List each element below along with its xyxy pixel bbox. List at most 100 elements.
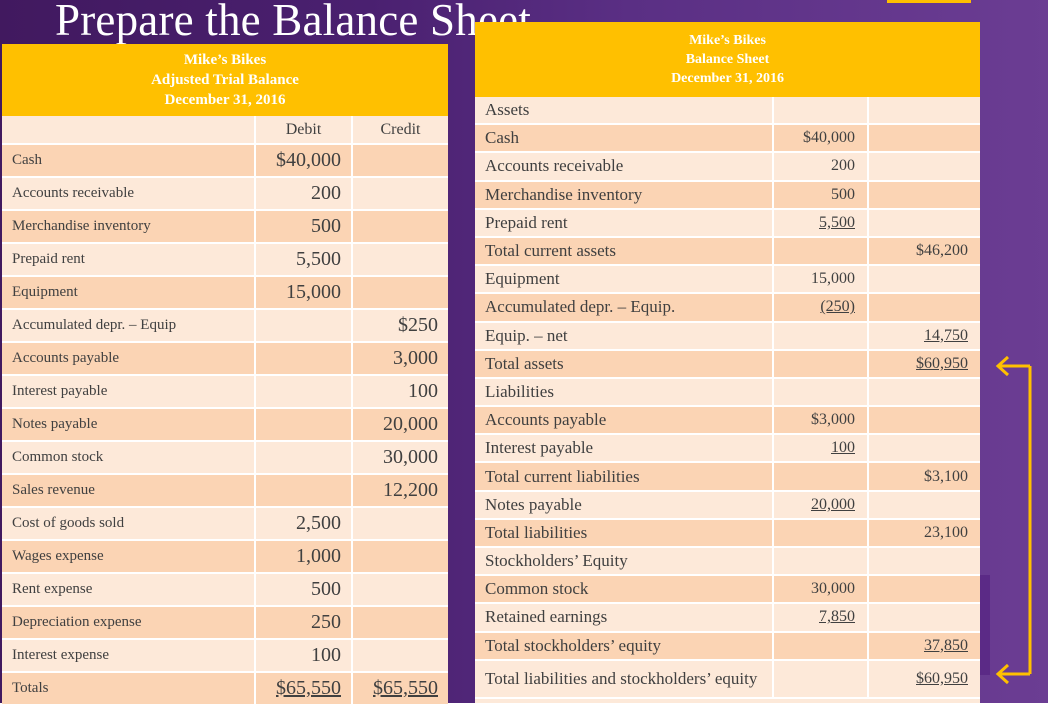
balance-sheet-row: Equipment 15,000	[475, 266, 980, 295]
detail-amount: 200	[772, 153, 867, 182]
balance-sheet-row: Total liabilities 23,100	[475, 519, 980, 548]
credit-total: $65,550	[351, 673, 448, 706]
credit-amount: 12,200	[351, 475, 448, 508]
account-name: Prepaid rent	[2, 244, 254, 277]
corner-accent-bar	[887, 0, 971, 3]
credit-amount	[351, 277, 448, 310]
balance-sheet-row: Common stock 30,000	[475, 576, 980, 605]
balance-sheet-row: Cash $40,000	[475, 125, 980, 154]
line-item-label: Notes payable	[475, 491, 772, 520]
detail-amount: 500	[772, 181, 867, 210]
total-amount	[867, 576, 980, 605]
total-amount	[867, 407, 980, 436]
detail-amount: 5,500	[772, 209, 867, 238]
balance-sheet-row: Assets	[475, 97, 980, 126]
total-amount	[867, 378, 980, 408]
detail-amount	[772, 548, 867, 577]
line-item-label: Interest payable	[475, 435, 772, 464]
debit-total: $65,550	[254, 673, 351, 706]
credit-amount: 3,000	[351, 343, 448, 376]
detail-amount	[772, 97, 867, 126]
total-amount	[867, 491, 980, 520]
debit-amount: 1,000	[254, 541, 351, 574]
credit-amount	[351, 508, 448, 541]
amount-value: 23,100	[924, 523, 968, 541]
account-name: Merchandise inventory	[2, 211, 254, 244]
credit-amount	[351, 178, 448, 211]
debit-total-value: $65,550	[276, 677, 341, 699]
trial-balance-row: Accumulated depr. – Equip $250	[2, 310, 448, 343]
balance-sheet-header: Mike’s Bikes Balance Sheet December 31, …	[475, 22, 980, 97]
total-amount: 14,750	[867, 322, 980, 351]
amount-value: 5,500	[819, 213, 855, 231]
slide-title: Prepare the Balance Sheet	[55, 0, 532, 45]
balance-sheet-date: December 31, 2016	[671, 71, 784, 86]
detail-amount: 7,850	[772, 604, 867, 633]
line-item-label: Common stock	[475, 576, 772, 605]
totals-label-value: Totals	[12, 680, 49, 696]
credit-amount	[351, 574, 448, 607]
total-amount: $60,950	[867, 660, 980, 699]
detail-amount	[772, 519, 867, 548]
credit-amount	[351, 211, 448, 244]
balance-sheet-row: Retained earnings 7,850	[475, 604, 980, 633]
detail-amount: 15,000	[772, 266, 867, 295]
credit-amount: 20,000	[351, 409, 448, 442]
trial-balance-date: December 31, 2016	[164, 92, 286, 108]
total-amount: $3,100	[867, 463, 980, 492]
balance-sheet-row: Merchandise inventory 500	[475, 181, 980, 210]
line-item-label: Total current assets	[475, 237, 772, 267]
debit-amount	[254, 442, 351, 475]
trial-balance-row: Rent expense 500	[2, 574, 448, 607]
trial-balance-row: Wages expense 1,000	[2, 541, 448, 574]
account-name: Wages expense	[2, 541, 254, 574]
column-header-debit: Debit	[254, 116, 351, 145]
trial-balance-row: Cost of goods sold 2,500	[2, 508, 448, 541]
trial-balance-table: Mike’s Bikes Adjusted Trial Balance Dece…	[2, 44, 448, 706]
line-item-label: Liabilities	[475, 378, 772, 408]
line-item-label: Total liabilities and stockholders’ equi…	[475, 660, 772, 699]
account-name: Rent expense	[2, 574, 254, 607]
purple-accent-bar	[980, 575, 990, 675]
total-amount	[867, 604, 980, 633]
amount-value: 100	[831, 439, 855, 457]
credit-amount	[351, 607, 448, 640]
amount-value: $3,000	[811, 411, 855, 429]
detail-amount	[772, 322, 867, 351]
account-name: Common stock	[2, 442, 254, 475]
debit-amount: 15,000	[254, 277, 351, 310]
balance-sheet-row: Accounts payable $3,000	[475, 407, 980, 436]
trial-balance-row: Cash $40,000	[2, 145, 448, 178]
trial-balance-grid: Debit Credit Cash $40,000 Accounts receiva…	[2, 116, 448, 706]
balance-sheet-row: Accounts receivable 200	[475, 153, 980, 182]
debit-amount: 500	[254, 211, 351, 244]
line-item-label: Total assets	[475, 350, 772, 379]
line-item-label: Equipment	[475, 266, 772, 295]
account-name: Accumulated depr. – Equip	[2, 310, 254, 343]
account-name: Depreciation expense	[2, 607, 254, 640]
trial-balance-company: Mike’s Bikes	[183, 52, 267, 68]
balance-sheet-row: Total current liabilities $3,100	[475, 463, 980, 492]
line-item-label: Assets	[475, 97, 772, 126]
amount-value: 30,000	[811, 580, 855, 598]
total-amount	[867, 294, 980, 323]
trial-balance-column-headers: Debit Credit	[2, 116, 448, 145]
line-item-label: Equip. – net	[475, 322, 772, 351]
amount-value: $60,950	[916, 669, 968, 687]
detail-amount: $40,000	[772, 125, 867, 154]
detail-amount: 100	[772, 435, 867, 464]
balance-sheet-row: Interest payable 100	[475, 435, 980, 464]
trial-balance-title: Adjusted Trial Balance	[151, 72, 299, 88]
total-amount	[867, 181, 980, 210]
line-item-label: Prepaid rent	[475, 209, 772, 238]
credit-amount: $250	[351, 310, 448, 343]
detail-amount	[772, 660, 867, 699]
account-name: Notes payable	[2, 409, 254, 442]
credit-amount: 100	[351, 376, 448, 409]
amount-value: 200	[831, 157, 855, 175]
total-amount	[867, 435, 980, 464]
account-name: Cash	[2, 145, 254, 178]
debit-amount: 100	[254, 640, 351, 673]
credit-amount: 30,000	[351, 442, 448, 475]
debit-amount	[254, 409, 351, 442]
